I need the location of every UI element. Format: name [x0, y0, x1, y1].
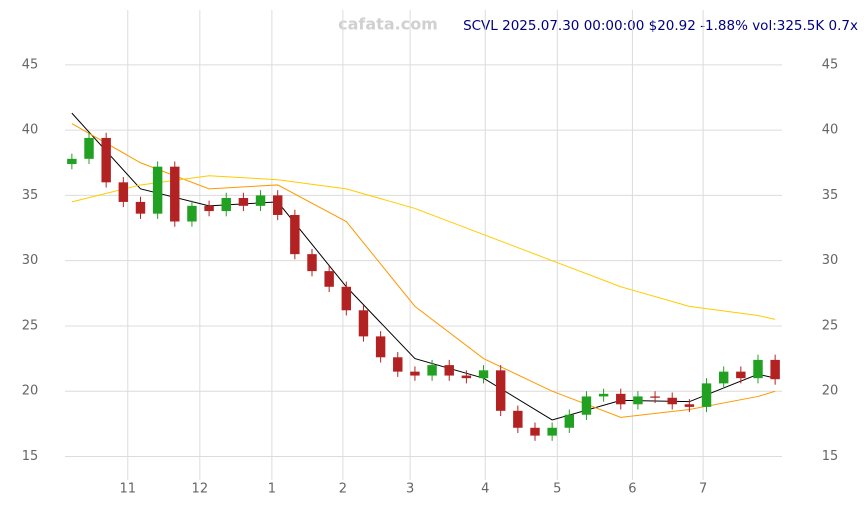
candle-body	[530, 427, 540, 436]
candle-body	[255, 195, 266, 206]
candle-body	[170, 166, 180, 222]
candle-body	[358, 310, 369, 337]
candle-body	[135, 201, 146, 214]
candle-body	[410, 371, 420, 376]
moving-average	[71, 112, 776, 421]
candle-body	[770, 359, 780, 380]
candle-body	[152, 166, 163, 214]
y-tick-label-right: 40	[822, 123, 839, 138]
candle-body	[67, 158, 77, 165]
y-tick-label: 30	[22, 253, 39, 268]
candle-body	[221, 198, 231, 212]
chart-title: SCVL 2025.07.30 00:00:00 $20.92 -1.88% v…	[463, 18, 858, 34]
candle-body	[393, 357, 403, 372]
moving-average	[71, 175, 776, 320]
candle-body	[290, 214, 300, 255]
candle-body	[324, 271, 334, 287]
x-tick-label: 11	[120, 482, 137, 497]
candle-body	[341, 286, 352, 311]
x-tick-label: 1	[268, 482, 276, 497]
candle-body	[701, 383, 712, 407]
candle-body	[650, 396, 660, 398]
candle-body	[495, 370, 506, 411]
candle-body	[238, 198, 249, 206]
candle-body	[753, 359, 763, 379]
candle-body	[461, 375, 472, 379]
candle-body	[564, 414, 575, 428]
candle-body	[616, 393, 626, 405]
candle-body	[84, 137, 94, 159]
candle-body	[598, 393, 609, 397]
y-tick-label-right: 30	[822, 253, 839, 268]
x-tick-label: 5	[553, 482, 561, 497]
candle-body	[307, 254, 317, 272]
candle-body	[667, 397, 677, 405]
y-tick-label: 45	[22, 57, 39, 72]
candle-body	[736, 371, 746, 379]
candle-body	[375, 336, 386, 358]
candle-body	[272, 195, 283, 215]
candle-body	[633, 396, 643, 405]
x-tick-label: 7	[699, 482, 707, 497]
candle-body	[204, 205, 214, 212]
candle-body	[581, 396, 592, 415]
y-tick-label: 20	[22, 384, 39, 399]
candle-body	[718, 371, 729, 384]
y-tick-label: 40	[22, 123, 39, 138]
candle-body	[478, 370, 489, 379]
y-tick-label-right: 35	[822, 188, 839, 203]
x-tick-label: 3	[406, 482, 414, 497]
y-tick-label-right: 45	[822, 57, 839, 72]
candle-body	[427, 365, 437, 376]
candle-body	[444, 365, 454, 376]
candle-body	[684, 404, 695, 407]
y-tick-label: 35	[22, 188, 39, 203]
candle-body	[187, 205, 197, 222]
x-tick-label: 6	[628, 482, 636, 497]
x-tick-label: 4	[481, 482, 489, 497]
watermark: cafata.com	[338, 15, 438, 34]
candle-body	[547, 427, 557, 436]
moving-average	[71, 123, 776, 418]
candle-body	[118, 182, 129, 202]
x-tick-label: 2	[339, 482, 347, 497]
y-tick-label: 25	[22, 318, 39, 333]
x-tick-label: 12	[192, 482, 209, 497]
y-tick-label-right: 15	[822, 449, 839, 464]
y-tick-label-right: 20	[822, 384, 839, 399]
candle-body	[101, 137, 111, 183]
y-tick-label: 15	[22, 449, 39, 464]
candle-body	[513, 410, 523, 428]
y-tick-label-right: 25	[822, 318, 839, 333]
